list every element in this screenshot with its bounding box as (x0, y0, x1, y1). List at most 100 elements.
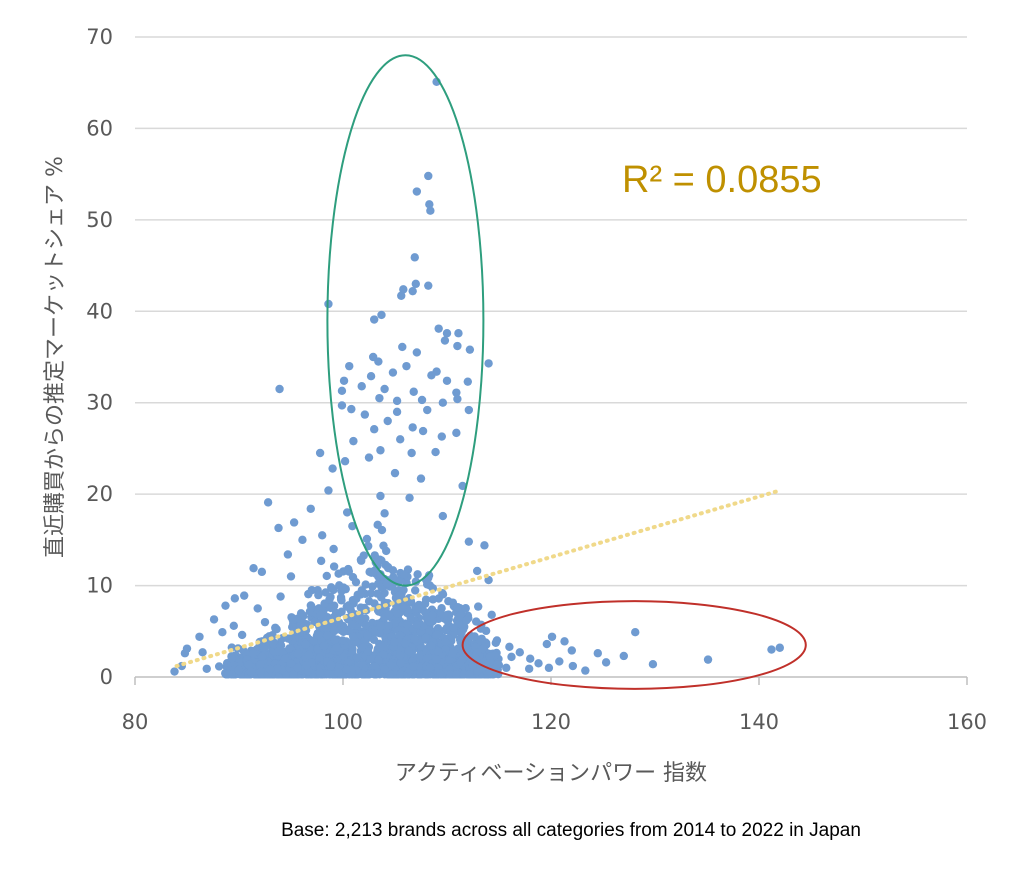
data-point (356, 603, 366, 612)
data-point (472, 566, 482, 576)
data-point (275, 384, 284, 394)
data-point (293, 649, 303, 659)
data-point (481, 638, 490, 647)
data-point (342, 508, 352, 517)
data-point (410, 635, 419, 644)
data-point (484, 575, 493, 585)
data-point (260, 617, 270, 627)
data-point (398, 342, 407, 352)
data-point (442, 329, 452, 338)
data-point (424, 281, 433, 290)
data-point (373, 520, 382, 530)
data-point (369, 635, 379, 644)
data-point (347, 404, 356, 414)
data-point (411, 279, 420, 289)
data-point (366, 654, 375, 663)
data-point (453, 394, 462, 404)
data-point (296, 621, 305, 630)
data-point (775, 643, 784, 652)
data-point (271, 624, 280, 633)
data-point (244, 660, 253, 669)
data-point (263, 498, 273, 507)
data-point (306, 601, 316, 611)
data-point (462, 616, 471, 625)
data-point (567, 646, 576, 655)
data-point (330, 636, 339, 645)
data-point (371, 558, 380, 567)
data-point (246, 667, 256, 677)
data-point (442, 610, 452, 620)
data-point (376, 491, 385, 501)
data-point (373, 668, 383, 677)
data-point (325, 595, 334, 604)
y-axis-title: 直近購買からの推定マーケットシェア % (43, 156, 68, 558)
data-point (274, 523, 283, 533)
data-point (418, 426, 428, 436)
data-point (334, 569, 343, 578)
data-point (337, 596, 346, 605)
data-point (442, 376, 452, 385)
data-point (340, 457, 350, 466)
data-point (322, 571, 331, 581)
data-point (289, 670, 298, 679)
data-point (349, 436, 358, 446)
data-point (324, 670, 334, 679)
data-point (202, 664, 211, 673)
data-point (412, 620, 422, 630)
data-point (472, 648, 482, 657)
data-point (221, 601, 230, 610)
data-point (601, 658, 611, 667)
data-point (323, 631, 332, 640)
data-point (195, 632, 204, 641)
scatter-chart: 0 10 20 30 40 50 60 70 80 100 120 140 160 R² = 0.08… (43, 25, 987, 786)
data-point (432, 630, 442, 639)
data-point (412, 348, 422, 357)
data-point (452, 388, 461, 397)
y-tick-label: 10 (86, 574, 113, 598)
data-point (375, 393, 384, 403)
data-point (427, 371, 436, 380)
data-point (249, 564, 258, 573)
data-point (318, 531, 327, 540)
data-point (328, 464, 337, 473)
data-point (379, 541, 388, 550)
data-point (568, 661, 578, 671)
data-point (256, 667, 265, 677)
data-point (436, 669, 445, 679)
data-point (362, 534, 372, 544)
data-point (397, 291, 406, 300)
data-point (396, 658, 405, 668)
data-point (412, 604, 421, 614)
data-point (526, 654, 535, 663)
data-point (449, 623, 458, 632)
y-tick-label: 20 (86, 482, 113, 506)
data-point (253, 604, 262, 613)
data-point (327, 583, 336, 592)
data-point (473, 666, 482, 676)
data-point (703, 655, 713, 664)
data-point (370, 425, 379, 434)
data-point (345, 361, 354, 371)
data-point (464, 405, 474, 415)
data-point (249, 649, 258, 658)
data-point (408, 423, 417, 432)
data-point (319, 641, 329, 651)
data-point (376, 621, 385, 631)
data-point (315, 653, 324, 663)
data-point (423, 405, 432, 415)
data-point (422, 670, 431, 679)
data-point (487, 610, 496, 620)
data-point (374, 357, 383, 366)
data-point (230, 594, 240, 603)
data-point (434, 324, 443, 333)
data-point (432, 655, 441, 664)
data-point (441, 637, 450, 647)
data-point (237, 630, 247, 640)
data-point (452, 428, 461, 438)
data-point (431, 447, 440, 457)
data-point (433, 624, 443, 633)
data-point (370, 315, 379, 324)
highlight-ellipse (461, 600, 807, 690)
data-point (400, 570, 409, 579)
data-point (464, 537, 474, 546)
